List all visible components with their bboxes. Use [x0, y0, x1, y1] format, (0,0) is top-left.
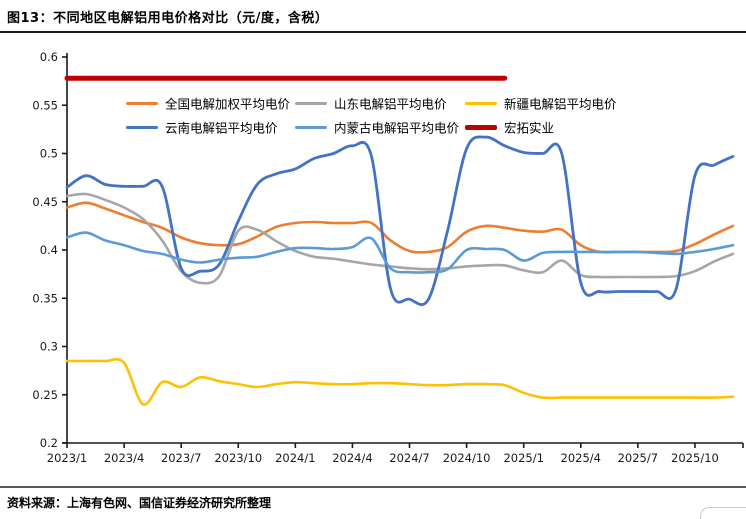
svg-text:0.45: 0.45 — [32, 195, 58, 209]
svg-text:0.3: 0.3 — [40, 340, 58, 354]
svg-text:2025/10: 2025/10 — [671, 451, 719, 465]
svg-text:0.5: 0.5 — [40, 147, 58, 161]
legend-label-neimenggu: 内蒙古电解铝平均电价 — [334, 120, 460, 136]
series-line — [65, 231, 735, 274]
svg-text:0.6: 0.6 — [40, 50, 58, 64]
legend-line-swatch-national — [126, 102, 158, 105]
legend-line-swatch-yunnan — [126, 126, 158, 129]
svg-text:2025/7: 2025/7 — [618, 451, 658, 465]
legend-item-shandong: 山东电解铝平均电价 — [295, 96, 447, 112]
legend-line-swatch-neimenggu — [295, 126, 327, 129]
series-lines — [64, 75, 735, 406]
source-divider — [0, 486, 746, 488]
legend-item-neimenggu: 内蒙古电解铝平均电价 — [295, 120, 459, 136]
svg-text:0.2: 0.2 — [40, 436, 58, 450]
svg-text:0.35: 0.35 — [32, 291, 58, 305]
title-underline-divider — [0, 31, 746, 33]
svg-text:2024/4: 2024/4 — [332, 451, 372, 465]
x-tick-labels: 2023/1 2023/4 2023/7 2023/10 2024/1 2024/4 202… — [47, 451, 719, 465]
legend-label-national: 全国电解加权平均电价 — [165, 96, 291, 112]
legend-label-xinjiang: 新疆电解铝平均电价 — [504, 96, 617, 112]
svg-text:2023/4: 2023/4 — [104, 451, 144, 465]
series-line — [65, 135, 735, 307]
svg-text:2023/1: 2023/1 — [47, 451, 87, 465]
svg-text:2023/7: 2023/7 — [161, 451, 201, 465]
svg-text:2023/10: 2023/10 — [214, 451, 262, 465]
legend-line-swatch-hongtuo — [465, 125, 497, 130]
figure-title: 图13：不同地区电解铝用电价格对比（元/度，含税） — [7, 11, 329, 26]
legend-item-hongtuo: 宏拓实业 — [465, 120, 554, 136]
svg-text:0.25: 0.25 — [32, 388, 58, 402]
legend-item-national: 全国电解加权平均电价 — [126, 96, 290, 112]
svg-text:2025/1: 2025/1 — [503, 451, 543, 465]
svg-text:0.55: 0.55 — [32, 98, 58, 112]
legend-label-hongtuo: 宏拓实业 — [504, 120, 555, 136]
legend-line-swatch-shandong — [295, 102, 327, 105]
source-note: 资料来源：上海有色网、国信证券经济研究所整理 — [7, 496, 272, 510]
series-line — [65, 357, 735, 406]
y-tick-labels: 0.6 0.55 0.5 0.45 0.4 0.35 0.3 0.25 0.2 — [32, 50, 58, 450]
svg-text:2024/10: 2024/10 — [443, 451, 491, 465]
svg-text:2024/1: 2024/1 — [275, 451, 315, 465]
series-line — [65, 192, 735, 285]
legend-line-swatch-xinjiang — [465, 102, 497, 105]
window-corner-artifact — [700, 507, 746, 519]
svg-text:2024/7: 2024/7 — [389, 451, 429, 465]
svg-text:0.4: 0.4 — [40, 243, 58, 257]
legend-label-shandong: 山东电解铝平均电价 — [334, 96, 447, 112]
svg-text:2025/4: 2025/4 — [561, 451, 601, 465]
axes — [62, 53, 744, 448]
legend-label-yunnan: 云南电解铝平均电价 — [165, 120, 278, 136]
legend-item-xinjiang: 新疆电解铝平均电价 — [465, 96, 617, 112]
legend-item-yunnan: 云南电解铝平均电价 — [126, 120, 278, 136]
